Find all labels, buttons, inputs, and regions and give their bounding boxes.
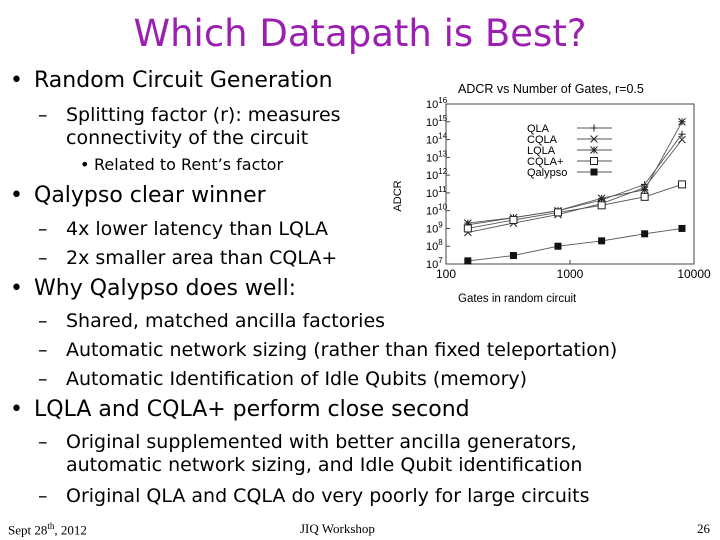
legend-marker-cqla xyxy=(590,157,598,165)
data-point-cqla xyxy=(463,224,472,233)
series-line-cqla xyxy=(467,139,683,233)
bullet-qalypso-clear-winner: • Qalypso clear winner xyxy=(10,183,266,208)
legend-marker-qalypso xyxy=(590,168,598,176)
data-point-qalypso xyxy=(509,252,517,260)
x-tick-label: 100 xyxy=(436,267,456,281)
chart-xlabel: Gates in random circuit xyxy=(458,293,577,305)
x-tick-label: 1000 xyxy=(557,267,584,281)
x-tick-label: 10000 xyxy=(677,267,711,281)
sub-bullet-smaller-area: –2x smaller area than CQLA+ xyxy=(38,247,338,269)
y-tick-label: 1013 xyxy=(426,149,448,164)
footer-date: Sept 28th, 2012 xyxy=(8,521,87,538)
data-point-cqla xyxy=(553,208,562,217)
legend-marker-lqla xyxy=(590,146,598,154)
bullet-random-circuit-generation: • Random Circuit Generation xyxy=(10,68,333,93)
sub-bullet-idle-qubits: – Automatic Identification of Idle Qubits… xyxy=(38,368,528,390)
data-point-qla xyxy=(678,130,686,138)
data-point-qalypso xyxy=(598,237,606,245)
series-line-cqla xyxy=(467,183,683,229)
legend-label-qalypso: Qalypso xyxy=(527,167,567,179)
y-tick-label: 1011 xyxy=(426,185,447,200)
legend-label-qla: QLA xyxy=(527,123,550,135)
y-tick-label: 107 xyxy=(426,256,443,271)
data-point-qalypso xyxy=(678,224,686,232)
sub-bullet-original-supplemented: – Original supplemented with better ancil… xyxy=(38,431,583,476)
y-tick-label: 1014 xyxy=(426,132,448,147)
series-line-lqla xyxy=(467,121,683,224)
data-point-cqla xyxy=(597,201,606,210)
bullet-why-qalypso: • Why Qalypso does well: xyxy=(10,276,297,301)
sub-bullet-original-poor: – Original QLA and CQLA do very poorly fo… xyxy=(38,485,590,507)
legend-label-cqla: CQLA xyxy=(527,134,558,146)
sub-bullet-lower-latency: –4x lower latency than LQLA xyxy=(38,218,328,240)
sub-bullet-ancilla-factories: – Shared, matched ancilla factories xyxy=(38,310,386,332)
data-point-lqla xyxy=(640,185,649,194)
series-line-qalypso xyxy=(467,227,683,262)
data-point-lqla xyxy=(597,194,606,203)
data-point-qalypso xyxy=(641,230,649,238)
y-tick-label: 1015 xyxy=(426,114,448,129)
y-tick-label: 1010 xyxy=(426,203,448,218)
data-point-qalypso xyxy=(464,257,472,265)
y-tick-label: 1012 xyxy=(426,167,448,182)
data-point-lqla xyxy=(678,117,686,126)
slide-title: Which Datapath is Best? xyxy=(133,12,587,55)
legend-label-lqla: LQLA xyxy=(527,145,556,157)
chart-ylabel: ADCR xyxy=(392,180,404,211)
adcr-chart: ADCR vs Number of Gates, r=0.5 ADCR Gate… xyxy=(392,82,711,305)
data-point-cqla xyxy=(640,192,649,201)
y-tick-label: 108 xyxy=(426,238,443,253)
y-tick-label: 109 xyxy=(426,220,443,235)
legend-label-cqla: CQLA+ xyxy=(527,156,563,168)
data-point-cqla xyxy=(678,135,686,144)
sub-bullet-splitting-factor: – Splitting factor (r): measures connectiv… xyxy=(38,104,341,149)
chart-title: ADCR vs Number of Gates, r=0.5 xyxy=(458,82,644,96)
sub-sub-bullet-rents-factor: • Related to Rent’s factor xyxy=(80,155,284,174)
sub-bullet-network-sizing: – Automatic network sizing (rather than f… xyxy=(38,339,618,361)
y-tick-label: 1016 xyxy=(426,96,448,111)
footer-workshop: JIQ Workshop xyxy=(300,521,375,536)
data-point-cqla xyxy=(677,180,686,189)
bullet-lqla-cqla-second: • LQLA and CQLA+ perform close second xyxy=(10,397,470,422)
legend-marker-qla xyxy=(590,124,598,132)
plot-frame xyxy=(445,103,695,265)
data-point-cqla xyxy=(509,215,518,224)
data-point-qalypso xyxy=(554,242,562,250)
legend-marker-cqla xyxy=(590,135,598,143)
footer-page-number: 26 xyxy=(697,521,710,536)
